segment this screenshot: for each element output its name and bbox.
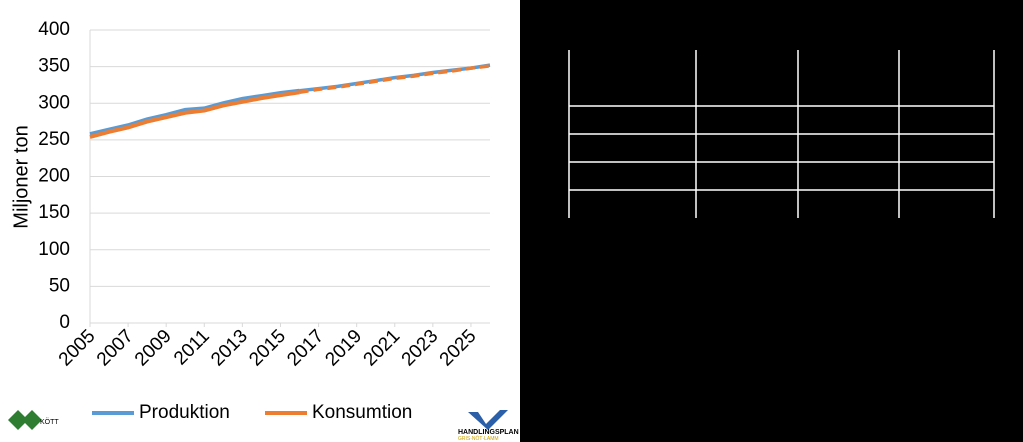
y-tick-label: 250 bbox=[38, 129, 70, 150]
logo-text: HANDLINGSPLAN bbox=[458, 429, 519, 436]
forecast-line bbox=[299, 64, 491, 94]
legend-label: Produktion bbox=[139, 402, 230, 423]
y-tick-label: 350 bbox=[38, 56, 70, 77]
y-tick-label: 0 bbox=[59, 312, 70, 333]
y-tick-label: 50 bbox=[49, 275, 70, 296]
logo-right: HANDLINGSPLAN GRIS·NÖT·LAMM bbox=[458, 410, 519, 442]
logo-text: KÖTT bbox=[40, 418, 59, 426]
y-tick-label: 200 bbox=[38, 166, 70, 187]
y-tick-label: 300 bbox=[38, 92, 70, 113]
y-axis-label: Miljoner ton bbox=[10, 125, 32, 228]
logo-left: KÖTT bbox=[8, 410, 59, 430]
y-tick-label: 150 bbox=[38, 202, 70, 223]
y-tick-label: 100 bbox=[38, 239, 70, 260]
table-grid bbox=[568, 50, 995, 218]
y-tick-label: 400 bbox=[38, 19, 70, 40]
logo-text: GRIS·NÖT·LAMM bbox=[458, 435, 499, 442]
line bbox=[89, 90, 300, 139]
line bbox=[89, 88, 300, 136]
legend-label: Konsumtion bbox=[312, 402, 412, 423]
